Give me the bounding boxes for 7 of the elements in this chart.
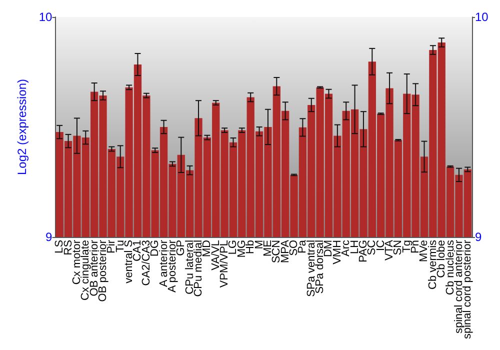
x-tick-label: OB posterior bbox=[97, 240, 109, 302]
x-tick-label: spinal cord posterior bbox=[462, 240, 474, 340]
y-axis-title: Log2 (expression) bbox=[15, 78, 29, 176]
x-tick-label: Tg bbox=[400, 240, 413, 253]
x-tick-label: A posterior bbox=[166, 240, 178, 293]
y2-tick-label: 10 bbox=[475, 10, 489, 24]
y2-tick-label: 9 bbox=[475, 230, 482, 244]
